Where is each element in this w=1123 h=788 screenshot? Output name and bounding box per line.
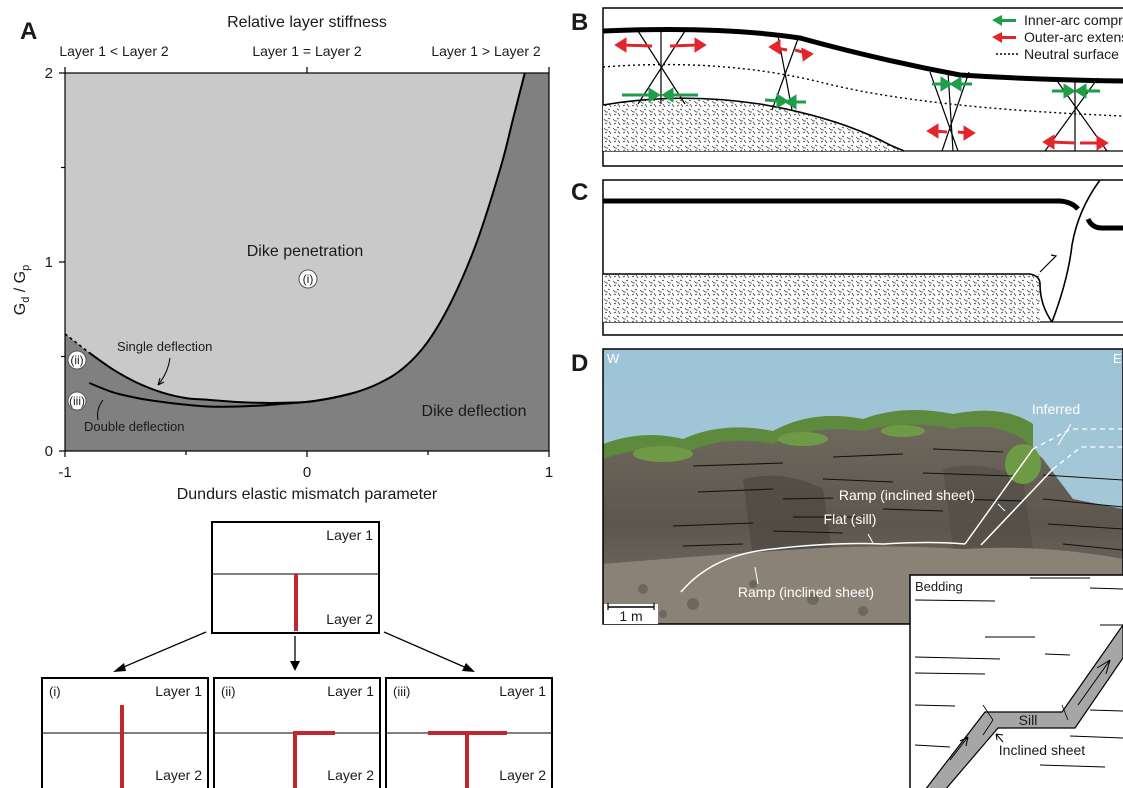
panel-c-lower-layer xyxy=(603,274,1040,322)
x-tick-label-neg1: -1 xyxy=(58,464,71,481)
inferred-lines xyxy=(1032,428,1123,470)
schematic-case-i: (i) Layer 1 Layer 2 xyxy=(41,677,209,788)
single-deflection-arrowhead xyxy=(157,377,165,386)
inset-slip-arrow-lower xyxy=(949,736,969,761)
panel-c-fault xyxy=(1051,179,1101,323)
legend-compression-label: Inner-arc compression xyxy=(1024,12,1123,28)
case-iii-layer2: Layer 2 xyxy=(499,767,546,783)
top-tick-label-left: Layer 1 < Layer 2 xyxy=(59,43,169,59)
inset-slip-arrow-upper xyxy=(1077,659,1111,706)
case-ii-layer2: Layer 2 xyxy=(327,767,374,783)
region-label-penetration: Dike penetration xyxy=(247,243,364,260)
scale-bar-label: 1 m xyxy=(619,608,642,624)
panel-letter-a: A xyxy=(20,18,37,45)
schematic-source: Layer 1 Layer 2 xyxy=(211,521,380,634)
top-axis-title: Relative layer stiffness xyxy=(227,14,387,31)
panel-b-lower-layer xyxy=(603,98,904,151)
source-layer1: Layer 1 xyxy=(326,527,373,543)
region-label-deflection: Dike deflection xyxy=(422,403,527,420)
panel-letter-d: D xyxy=(571,350,588,377)
single-deflection-curve-extrapolated xyxy=(64,333,90,354)
double-deflection-label: Double deflection xyxy=(84,419,184,434)
legend-extension-label: Outer-arc extension xyxy=(1024,29,1123,45)
intrusion-traces xyxy=(680,448,1054,593)
single-deflection-label: Single deflection xyxy=(117,339,212,354)
neutral-surface-line xyxy=(602,63,1123,117)
case-iii-label: (iii) xyxy=(393,684,410,699)
marker-iii-label: (iii) xyxy=(69,394,85,408)
panel-letter-b: B xyxy=(571,9,588,36)
marker-iii: (iii) xyxy=(67,391,87,411)
inferred-label: Inferred xyxy=(1032,401,1080,417)
marker-ii: (ii) xyxy=(67,350,87,370)
y-tick-label-0: 0 xyxy=(45,443,53,460)
panel-b-legend: Inner-arc compression Outer-arc extensio… xyxy=(992,12,1123,62)
panel-c-slip-arrow xyxy=(1039,254,1058,273)
east-label: E xyxy=(1113,351,1122,366)
photo-frame xyxy=(602,348,1123,625)
inset-sketch: Bedding Sill In xyxy=(909,574,1123,788)
y-tick-label-1: 1 xyxy=(45,254,53,271)
panel-c-top-layer-left xyxy=(603,198,1080,211)
double-deflection-pointer xyxy=(97,399,104,421)
flat-sill-label: Flat (sill) xyxy=(824,511,877,527)
dike-penetration-region xyxy=(65,73,525,403)
inset-sill-label: Sill xyxy=(1019,712,1038,728)
legend-neutral-label: Neutral surface xyxy=(1024,46,1119,62)
schematic-case-ii: (ii) Layer 1 Layer 2 xyxy=(213,677,381,788)
marker-i: (i) xyxy=(298,269,318,289)
panel-b-top-layer xyxy=(602,27,1123,84)
axis-ticks xyxy=(59,67,550,457)
y-tick-label-2: 2 xyxy=(45,65,53,82)
single-deflection-pointer xyxy=(157,357,171,386)
ramp-lower-label: Ramp (inclined sheet) xyxy=(738,584,874,600)
double-deflection-curve xyxy=(88,382,356,408)
case-i-label: (i) xyxy=(49,684,61,699)
case-ii-label: (ii) xyxy=(221,684,235,699)
case-i-layer2: Layer 2 xyxy=(155,767,202,783)
marker-ii-label: (ii) xyxy=(70,353,83,367)
schematic-case-iii: (iii) Layer 1 Layer 2 xyxy=(385,677,553,788)
case-iii-layer1: Layer 1 xyxy=(499,683,546,699)
x-axis-label: Dundurs elastic mismatch parameter xyxy=(177,486,438,503)
schematic-arrows xyxy=(113,631,475,672)
case-ii-layer1: Layer 1 xyxy=(327,683,374,699)
x-tick-label-0: 0 xyxy=(303,464,311,481)
marker-i-label: (i) xyxy=(303,272,314,286)
plot-area xyxy=(59,67,550,457)
inset-inclined-label: Inclined sheet xyxy=(999,742,1086,758)
panel-c-top-layer-right xyxy=(1085,217,1123,231)
y-axis-label: Gd / Gp xyxy=(12,265,32,315)
panel-c: C xyxy=(571,179,1123,336)
panel-letter-c: C xyxy=(571,179,588,206)
panel-b-strain-arrows xyxy=(614,37,1109,151)
inset-intrusion xyxy=(925,623,1123,788)
panel-a: A Relative layer stiffness Layer 1 < Lay… xyxy=(12,14,553,503)
panel-d: D xyxy=(571,348,1123,788)
top-tick-label-right: Layer 1 > Layer 2 xyxy=(431,43,541,59)
source-layer2: Layer 2 xyxy=(326,611,373,627)
panel-b: B xyxy=(571,7,1123,167)
west-label: W xyxy=(607,351,620,366)
top-tick-label-center: Layer 1 = Layer 2 xyxy=(252,43,362,59)
ramp-upper-label: Ramp (inclined sheet) xyxy=(839,487,975,503)
legend-extension-swatch xyxy=(992,32,1016,43)
svg-text:Gd / Gp: Gd / Gp xyxy=(12,265,32,315)
x-tick-label-1: 1 xyxy=(545,464,553,481)
legend-compression-swatch xyxy=(992,15,1016,26)
inset-bedding-label: Bedding xyxy=(915,579,963,594)
case-i-layer1: Layer 1 xyxy=(155,683,202,699)
scale-bar: 1 m xyxy=(604,603,658,624)
